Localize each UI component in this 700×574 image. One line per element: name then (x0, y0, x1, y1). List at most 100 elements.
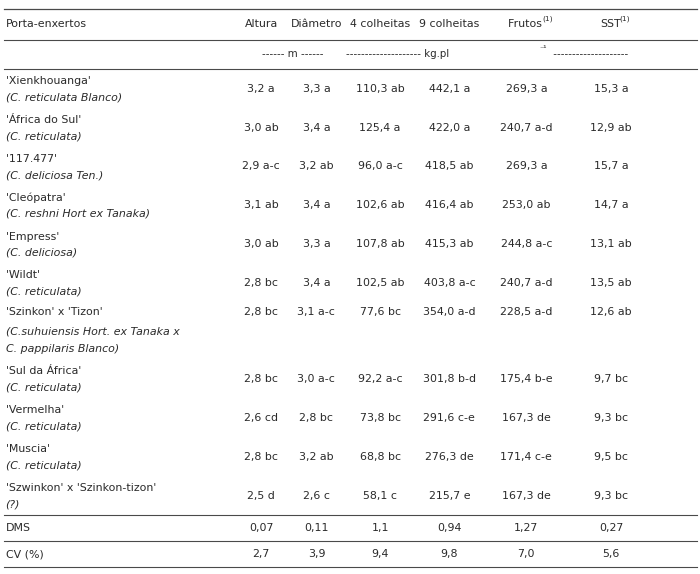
Text: (C. deliciosa): (C. deliciosa) (6, 248, 77, 258)
Text: 9,8: 9,8 (441, 549, 458, 559)
Text: 68,8 bc: 68,8 bc (360, 452, 400, 462)
Text: 215,7 e: 215,7 e (428, 491, 470, 501)
Text: 9,4: 9,4 (372, 549, 389, 559)
Text: 416,4 ab: 416,4 ab (425, 200, 474, 211)
Text: 228,5 a-d: 228,5 a-d (500, 307, 552, 317)
Text: 0,94: 0,94 (438, 523, 461, 533)
Text: 175,4 b-e: 175,4 b-e (500, 374, 553, 384)
Text: Frutos: Frutos (508, 19, 545, 29)
Text: 3,2 ab: 3,2 ab (299, 161, 334, 172)
Text: 110,3 ab: 110,3 ab (356, 84, 405, 94)
Text: (C. reshni Hort ex Tanaka): (C. reshni Hort ex Tanaka) (6, 209, 150, 219)
Text: 'Xienkhouanga': 'Xienkhouanga' (6, 76, 90, 86)
Text: (C. reticulata): (C. reticulata) (6, 421, 81, 432)
Text: 'Wildt': 'Wildt' (6, 270, 40, 281)
Text: 2,9 a-c: 2,9 a-c (242, 161, 280, 172)
Text: 240,7 a-d: 240,7 a-d (500, 122, 553, 133)
Text: Altura: Altura (244, 19, 278, 29)
Text: 2,8 bc: 2,8 bc (244, 452, 278, 462)
Text: 276,3 de: 276,3 de (425, 452, 474, 462)
Text: --------------------: -------------------- (550, 49, 628, 59)
Text: 1,1: 1,1 (372, 523, 389, 533)
Text: 3,1 a-c: 3,1 a-c (298, 307, 335, 317)
Text: 4 colheitas: 4 colheitas (350, 19, 410, 29)
Text: 2,5 d: 2,5 d (247, 491, 275, 501)
Text: -------------------- kg.pl: -------------------- kg.pl (346, 49, 449, 59)
Text: 5,6: 5,6 (603, 549, 620, 559)
Text: 3,0 ab: 3,0 ab (244, 239, 279, 249)
Text: 7,0: 7,0 (517, 549, 535, 559)
Text: 'Szinkon' x 'Tizon': 'Szinkon' x 'Tizon' (6, 307, 102, 317)
Text: 253,0 ab: 253,0 ab (502, 200, 551, 211)
Text: 244,8 a-c: 244,8 a-c (500, 239, 552, 249)
Text: Diâmetro: Diâmetro (290, 19, 342, 29)
Text: 3,9: 3,9 (308, 549, 325, 559)
Text: 13,1 ab: 13,1 ab (590, 239, 632, 249)
Text: 3,4 a: 3,4 a (302, 122, 330, 133)
Text: 12,6 ab: 12,6 ab (590, 307, 632, 317)
Text: 'Muscia': 'Muscia' (6, 444, 50, 454)
Text: 'Vermelha': 'Vermelha' (6, 405, 64, 415)
Text: 403,8 a-c: 403,8 a-c (424, 278, 475, 288)
Text: 269,3 a: 269,3 a (505, 161, 547, 172)
Text: 'Sul da África': 'Sul da África' (6, 366, 80, 376)
Text: (C. reticulata): (C. reticulata) (6, 131, 81, 141)
Text: 96,0 a-c: 96,0 a-c (358, 161, 402, 172)
Text: (C.suhuiensis Hort. ex Tanaka x: (C.suhuiensis Hort. ex Tanaka x (6, 326, 179, 336)
Text: 102,5 ab: 102,5 ab (356, 278, 405, 288)
Text: 9 colheitas: 9 colheitas (419, 19, 480, 29)
Text: 9,3 bc: 9,3 bc (594, 491, 628, 501)
Text: 3,1 ab: 3,1 ab (244, 200, 279, 211)
Text: 167,3 de: 167,3 de (502, 413, 551, 423)
Text: 3,3 a: 3,3 a (302, 84, 330, 94)
Text: 291,6 c-e: 291,6 c-e (424, 413, 475, 423)
Text: 15,3 a: 15,3 a (594, 84, 629, 94)
Text: 9,5 bc: 9,5 bc (594, 452, 628, 462)
Text: 102,6 ab: 102,6 ab (356, 200, 405, 211)
Text: DMS: DMS (6, 523, 31, 533)
Text: 301,8 b-d: 301,8 b-d (423, 374, 476, 384)
Text: (C. deliciosa Ten.): (C. deliciosa Ten.) (6, 170, 103, 180)
Text: 'Empress': 'Empress' (6, 231, 59, 242)
Text: 167,3 de: 167,3 de (502, 491, 551, 501)
Text: 2,6 c: 2,6 c (303, 491, 330, 501)
Text: (1): (1) (542, 15, 553, 22)
Text: 2,7: 2,7 (253, 549, 270, 559)
Text: CV (%): CV (%) (6, 549, 43, 559)
Text: 0,27: 0,27 (599, 523, 623, 533)
Text: 3,4 a: 3,4 a (302, 278, 330, 288)
Text: 171,4 c-e: 171,4 c-e (500, 452, 552, 462)
Text: SST: SST (601, 19, 622, 29)
Text: 'África do Sul': 'África do Sul' (6, 115, 80, 125)
Text: C. pappilaris Blanco): C. pappilaris Blanco) (6, 344, 119, 354)
Text: (C. reticulata): (C. reticulata) (6, 382, 81, 393)
Text: 77,6 bc: 77,6 bc (360, 307, 400, 317)
Text: 2,6 cd: 2,6 cd (244, 413, 278, 423)
Text: 0,11: 0,11 (304, 523, 329, 533)
Text: 0,07: 0,07 (249, 523, 273, 533)
Text: 3,2 a: 3,2 a (247, 84, 275, 94)
Text: 240,7 a-d: 240,7 a-d (500, 278, 553, 288)
Text: 415,3 ab: 415,3 ab (425, 239, 474, 249)
Text: 9,7 bc: 9,7 bc (594, 374, 628, 384)
Text: 418,5 ab: 418,5 ab (425, 161, 474, 172)
Text: 422,0 a: 422,0 a (428, 122, 470, 133)
Text: 3,2 ab: 3,2 ab (299, 452, 334, 462)
Text: 9,3 bc: 9,3 bc (594, 413, 628, 423)
Text: Porta-enxertos: Porta-enxertos (6, 19, 87, 29)
Text: 73,8 bc: 73,8 bc (360, 413, 400, 423)
Text: 442,1 a: 442,1 a (428, 84, 470, 94)
Text: 3,0 a-c: 3,0 a-c (298, 374, 335, 384)
Text: 2,8 bc: 2,8 bc (244, 307, 278, 317)
Text: 107,8 ab: 107,8 ab (356, 239, 405, 249)
Text: 3,4 a: 3,4 a (302, 200, 330, 211)
Text: 'Szwinkon' x 'Szinkon-tizon': 'Szwinkon' x 'Szinkon-tizon' (6, 483, 156, 493)
Text: 13,5 ab: 13,5 ab (590, 278, 632, 288)
Text: 2,8 bc: 2,8 bc (300, 413, 333, 423)
Text: '117.477': '117.477' (6, 154, 57, 164)
Text: 14,7 a: 14,7 a (594, 200, 629, 211)
Text: 354,0 a-d: 354,0 a-d (423, 307, 476, 317)
Text: ⁻¹: ⁻¹ (539, 44, 547, 53)
Text: (C. reticulata): (C. reticulata) (6, 460, 81, 471)
Text: 3,0 ab: 3,0 ab (244, 122, 279, 133)
